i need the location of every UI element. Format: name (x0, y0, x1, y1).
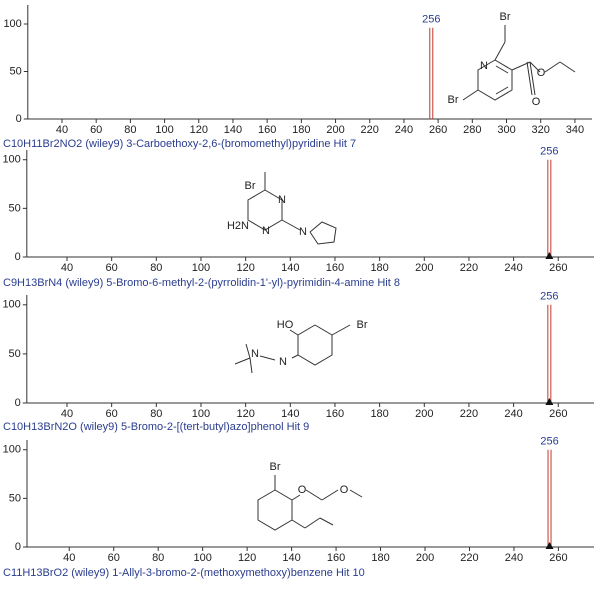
atom-label: Br (357, 319, 368, 331)
x-tick-label: 120 (236, 408, 254, 420)
x-tick-label: 180 (370, 262, 388, 274)
x-tick-label: 260 (429, 124, 447, 136)
x-tick-label: 260 (549, 552, 567, 564)
x-tick-label: 220 (361, 124, 379, 136)
peak-label: 256 (540, 436, 558, 448)
y-tick-label: 50 (9, 348, 21, 360)
atom-label: N (480, 60, 488, 72)
atom-label: N (278, 194, 286, 206)
x-tick-label: 180 (371, 552, 389, 564)
y-tick-label: 50 (9, 202, 21, 214)
x-tick-label: 200 (415, 408, 433, 420)
peak-marker (545, 252, 554, 259)
peak-marker (545, 542, 554, 549)
x-tick-label: 320 (532, 124, 550, 136)
x-tick-label: 200 (416, 552, 434, 564)
x-tick-label: 280 (463, 124, 481, 136)
caption: C11H13BrO2 (wiley9) 1-Allyl-3-bromo-2-(m… (3, 567, 365, 579)
caption: C9H13BrN4 (wiley9) 5-Bromo-6-methyl-2-(p… (3, 277, 400, 289)
x-tick-label: 140 (282, 552, 300, 564)
atom-label: O (532, 96, 541, 108)
x-tick-label: 60 (106, 262, 118, 274)
atom-label: N (279, 356, 287, 368)
y-tick-label: 0 (15, 397, 21, 409)
x-tick-label: 140 (281, 262, 299, 274)
x-tick-label: 260 (549, 262, 567, 274)
x-tick-label: 80 (150, 408, 162, 420)
peak-label: 256 (540, 146, 558, 158)
x-tick-label: 80 (124, 124, 136, 136)
x-tick-label: 240 (504, 408, 522, 420)
x-tick-label: 240 (504, 262, 522, 274)
atom-label: Br (448, 94, 459, 106)
x-tick-label: 140 (224, 124, 242, 136)
x-tick-label: 160 (326, 262, 344, 274)
atom-label: O (298, 484, 307, 496)
x-tick-label: 300 (497, 124, 515, 136)
peak-marker (545, 398, 554, 405)
peak-label: 256 (540, 291, 558, 303)
x-tick-label: 140 (281, 408, 299, 420)
structure: HO Br N N (234, 319, 368, 374)
x-tick-label: 240 (395, 124, 413, 136)
x-tick-label: 120 (238, 552, 256, 564)
atom-label: N (299, 226, 307, 238)
y-tick-label: 100 (2, 299, 20, 311)
peak-label: 256 (422, 14, 440, 26)
caption: C10H13BrN2O (wiley9) 5-Bromo-2-[(tert-bu… (3, 421, 309, 433)
structure: Br N N H2N N (227, 172, 337, 245)
y-tick-label: 50 (10, 65, 22, 77)
atom-label: O (340, 484, 349, 496)
atom-label: Br (500, 11, 511, 23)
x-tick-label: 180 (370, 408, 388, 420)
x-tick-label: 40 (63, 552, 75, 564)
y-tick-label: 100 (2, 154, 20, 166)
x-tick-label: 220 (460, 262, 478, 274)
y-tick-label: 0 (15, 541, 21, 553)
x-tick-label: 100 (192, 408, 210, 420)
x-tick-label: 220 (460, 408, 478, 420)
x-tick-label: 40 (56, 124, 68, 136)
y-tick-label: 0 (16, 113, 22, 125)
structure: Br O O (257, 461, 363, 531)
atom-label: N (262, 225, 270, 237)
y-tick-label: 100 (3, 18, 21, 30)
atom-label: H2N (227, 220, 249, 232)
x-tick-label: 80 (152, 552, 164, 564)
x-tick-label: 100 (193, 552, 211, 564)
x-tick-label: 240 (505, 552, 523, 564)
x-tick-label: 200 (326, 124, 344, 136)
x-tick-label: 60 (108, 552, 120, 564)
x-tick-label: 120 (190, 124, 208, 136)
x-tick-label: 60 (90, 124, 102, 136)
x-tick-label: 260 (549, 408, 567, 420)
atom-label: O (537, 67, 546, 79)
x-tick-label: 180 (292, 124, 310, 136)
x-tick-label: 40 (61, 262, 73, 274)
caption: C10H11Br2NO2 (wiley9) 3-Carboethoxy-2,6-… (3, 138, 356, 150)
atom-label: HO (277, 319, 294, 331)
x-tick-label: 200 (415, 262, 433, 274)
atom-label: N (251, 348, 259, 360)
atom-label: Br (270, 461, 281, 473)
x-tick-label: 160 (326, 408, 344, 420)
x-tick-label: 120 (236, 262, 254, 274)
structure: Br N Br O O (448, 11, 576, 108)
y-tick-label: 100 (3, 444, 21, 456)
x-tick-label: 40 (61, 408, 73, 420)
x-tick-label: 160 (327, 552, 345, 564)
y-tick-label: 50 (9, 492, 21, 504)
x-tick-label: 100 (192, 262, 210, 274)
y-tick-label: 0 (15, 251, 21, 263)
x-tick-label: 80 (150, 262, 162, 274)
x-tick-label: 160 (258, 124, 276, 136)
x-tick-label: 340 (566, 124, 584, 136)
x-tick-label: 60 (106, 408, 118, 420)
atom-label: Br (245, 180, 256, 192)
x-tick-label: 100 (155, 124, 173, 136)
x-tick-label: 220 (460, 552, 478, 564)
